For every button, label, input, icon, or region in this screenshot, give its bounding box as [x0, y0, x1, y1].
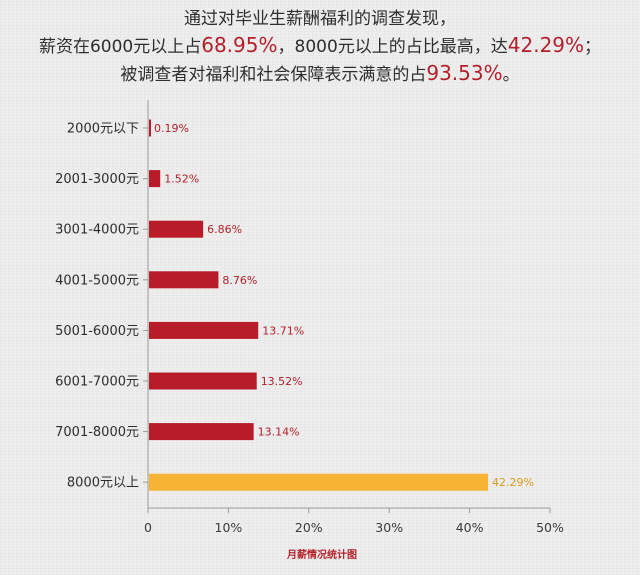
- category-label: 2001-3000元: [55, 172, 139, 187]
- x-tick-label: 0: [144, 520, 152, 535]
- bar-value-label: 42.29%: [492, 476, 534, 489]
- highlight-68-95: 68.95%: [201, 33, 278, 57]
- x-tick-label: 40%: [456, 520, 484, 535]
- bar: [149, 220, 204, 238]
- category-label: 4001-5000元: [55, 273, 139, 288]
- bar-value-label: 6.86%: [207, 223, 242, 236]
- bar-value-label: 13.52%: [261, 375, 303, 388]
- category-label: 3001-4000元: [55, 223, 139, 238]
- bar-value-label: 1.52%: [164, 173, 199, 186]
- highlight-93-53: 93.53%: [426, 61, 503, 85]
- header-text: 通过对毕业生薪酬福利的调查发现， 薪资在6000元以上占68.95%，8000元…: [0, 6, 640, 88]
- x-tick-label: 10%: [215, 520, 243, 535]
- category-label: 7001-8000元: [55, 425, 139, 440]
- header-line-3: 被调查者对福利和社会保障表示满意的占93.53%。: [0, 60, 640, 88]
- header-line-2-mid: ，8000元以上的占比最高，达: [277, 37, 508, 57]
- bar: [149, 119, 151, 137]
- bar: [149, 321, 259, 339]
- bar: [149, 372, 257, 390]
- category-label: 8000元以上: [67, 476, 139, 491]
- x-tick-label: 30%: [375, 520, 403, 535]
- category-label: 6001-7000元: [55, 375, 139, 390]
- bar: [149, 170, 161, 188]
- bar: [149, 423, 254, 441]
- header-line-2: 薪资在6000元以上占68.95%，8000元以上的占比最高，达42.29%；: [0, 32, 640, 60]
- header-line-2-post: ；: [584, 37, 602, 57]
- x-tick-label: 50%: [536, 520, 564, 535]
- bar-value-label: 13.14%: [258, 426, 300, 439]
- bar-value-label: 13.71%: [262, 324, 304, 337]
- header-line-1-text: 通过对毕业生薪酬福利的调查发现，: [184, 9, 456, 29]
- x-tick-label: 20%: [295, 520, 323, 535]
- header-line-3-pre: 被调查者对福利和社会保障表示满意的占: [120, 65, 427, 85]
- header-line-2-pre: 薪资在6000元以上占: [38, 37, 202, 57]
- highlight-42-29: 42.29%: [507, 33, 585, 57]
- bars-layer: 0.19% 1.52% 6.86% 8.76% 13.71% 13.52% 13.14% 42…: [149, 119, 534, 491]
- bar: [149, 271, 219, 289]
- header-line-1: 通过对毕业生薪酬福利的调查发现，: [0, 6, 640, 32]
- category-label: 2000元以下: [67, 122, 139, 137]
- bar-value-label: 8.76%: [222, 274, 257, 287]
- bar: [149, 473, 489, 491]
- chart-title: 月薪情况统计图: [286, 548, 357, 561]
- bar-value-label: 0.19%: [154, 122, 189, 135]
- header-line-3-post: 。: [502, 65, 520, 85]
- axis-layer: 0 10% 20% 30% 40% 50% 2000元以下 2001-3000元 3001-40…: [55, 100, 564, 535]
- category-label: 5001-6000元: [55, 324, 139, 339]
